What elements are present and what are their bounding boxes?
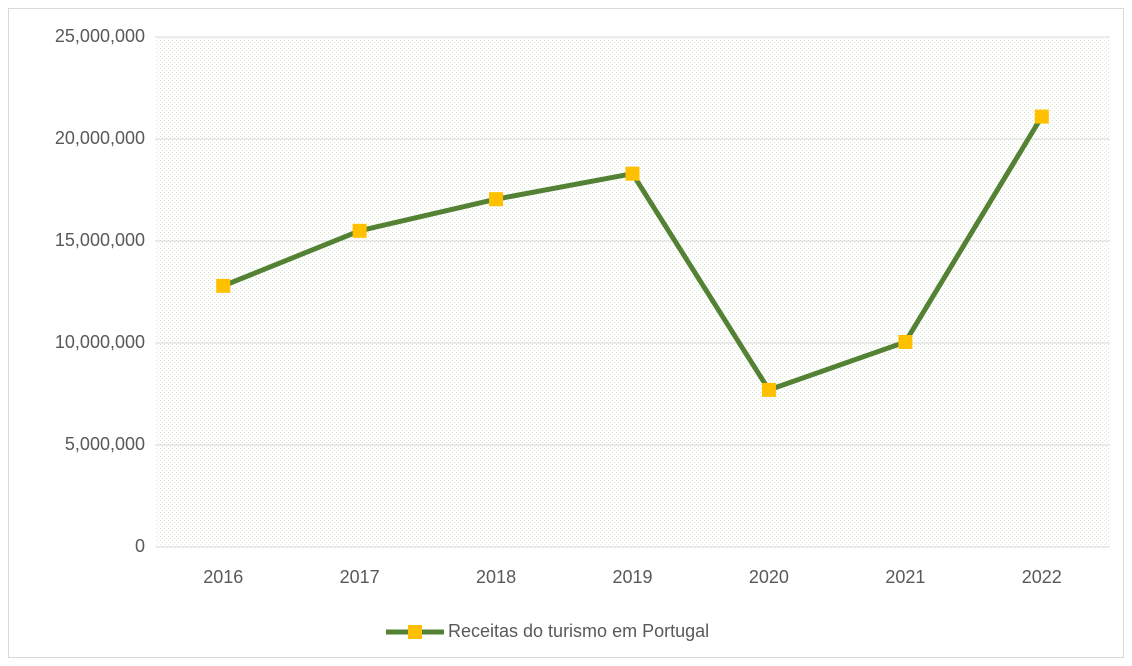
marker [216,278,231,293]
y-tick-label: 10,000,000 [55,332,145,352]
y-tick-label: 15,000,000 [55,230,145,250]
y-tick-label: 5,000,000 [65,434,145,454]
x-tick-label: 2019 [612,567,652,587]
legend-marker [408,625,422,639]
x-tick-label: 2020 [749,567,789,587]
marker [625,166,640,181]
plot-area [155,37,1110,547]
y-tick-label: 25,000,000 [55,26,145,46]
x-tick-label: 2022 [1022,567,1062,587]
y-tick-label: 0 [135,536,145,556]
y-tick-label: 20,000,000 [55,128,145,148]
x-tick-label: 2017 [340,567,380,587]
marker [1034,109,1049,124]
marker [489,192,504,207]
marker [761,382,776,397]
x-tick-label: 2021 [885,567,925,587]
marker [352,223,367,238]
x-tick-label: 2018 [476,567,516,587]
marker [898,334,913,349]
legend-label: Receitas do turismo em Portugal [448,621,709,641]
x-tick-label: 2016 [203,567,243,587]
